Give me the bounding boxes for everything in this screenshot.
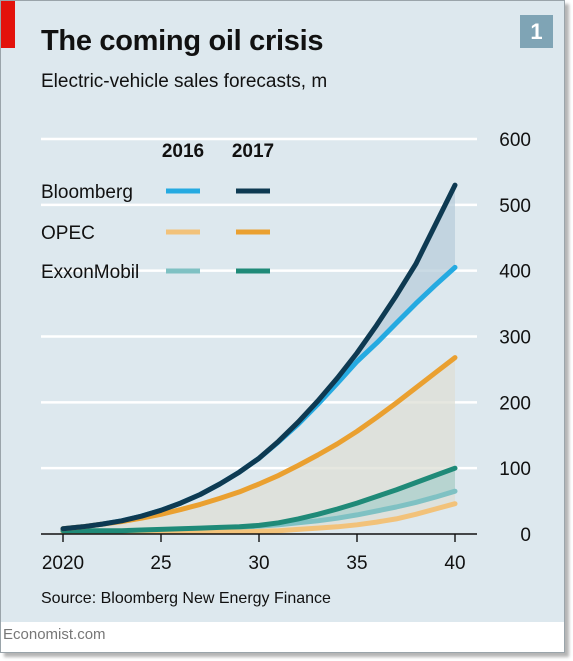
shaded-bands	[63, 185, 455, 532]
source-note: Source: Bloomberg New Energy Finance	[41, 590, 331, 607]
brand-footer	[1, 622, 564, 652]
x-tick-label: 2020	[42, 553, 84, 574]
line-chart: 0 100 200 300 400 500 600 2020 25 30 35 40 2016 2017…	[41, 130, 531, 574]
axes: 0 100 200 300 400 500 600 2020 25 30 35 40	[41, 130, 531, 574]
shaded-band	[63, 357, 455, 532]
chart-title: The coming oil crisis	[41, 25, 324, 57]
legend-label-exxonmobil: ExxonMobil	[41, 262, 139, 283]
x-tick-label: 40	[444, 553, 465, 574]
series-line-exxonmobil-2017	[60, 465, 458, 534]
y-tick-label: 400	[499, 262, 531, 283]
x-tick-label: 35	[346, 553, 367, 574]
legend-label-opec: OPEC	[41, 223, 95, 244]
x-tick-label: 30	[248, 553, 269, 574]
shaded-band	[63, 468, 455, 532]
brand-footer-text: Economist.com	[3, 626, 106, 643]
y-tick-label: 200	[499, 393, 531, 414]
chart-panel: The coming oil crisis Electric-vehicle s…	[0, 0, 565, 653]
legend-label-bloomberg: Bloomberg	[41, 182, 133, 203]
legend-header-2017: 2017	[232, 141, 274, 162]
y-tick-label: 500	[499, 196, 531, 217]
chart-number-badge: 1	[520, 15, 553, 48]
series-lines	[60, 182, 458, 535]
series-line-bloomberg-2017	[60, 182, 458, 532]
y-tick-label: 600	[499, 130, 531, 151]
chart-subtitle: Electric-vehicle sales forecasts, m	[41, 71, 328, 92]
brand-red-tag	[1, 1, 15, 48]
x-tick-label: 25	[150, 553, 171, 574]
y-tick-label: 0	[520, 525, 531, 546]
legend: 2016 2017 Bloomberg OPEC ExxonMobil	[41, 141, 274, 283]
legend-header-2016: 2016	[162, 141, 204, 162]
y-tick-label: 100	[499, 459, 531, 480]
y-tick-label: 300	[499, 328, 531, 349]
